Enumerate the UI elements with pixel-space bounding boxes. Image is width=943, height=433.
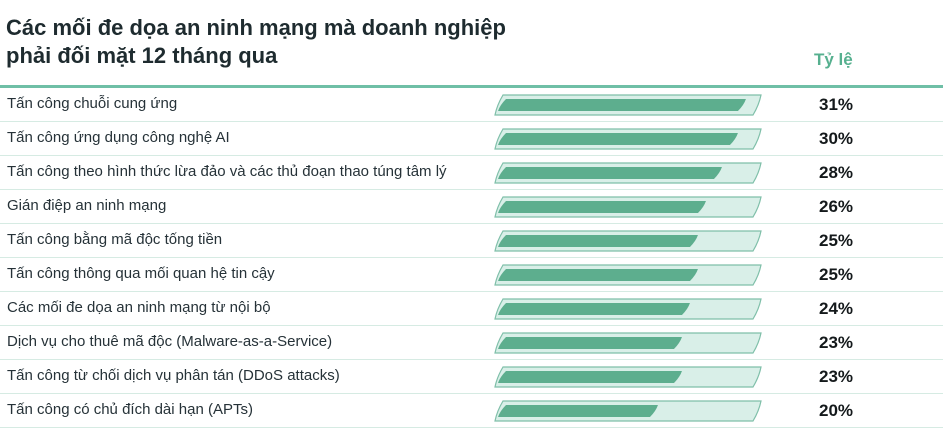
chart-title-line-1: Các mối đe dọa an ninh mạng mà doanh ngh… xyxy=(6,15,506,40)
bar-track xyxy=(494,94,762,116)
table-row: Tấn công chuỗi cung ứng 31% xyxy=(0,88,943,122)
bar-track xyxy=(494,332,762,354)
category-label: Tấn công ứng dụng công nghệ AI xyxy=(7,129,230,146)
table-row: Tấn công ứng dụng công nghệ AI 30% xyxy=(0,122,943,156)
bar-value xyxy=(498,133,738,145)
category-label: Tấn công từ chối dịch vụ phân tán (DDoS … xyxy=(7,367,340,384)
category-label: Gián điệp an ninh mạng xyxy=(7,197,167,214)
bar-value xyxy=(498,269,698,281)
chart-rows: Tấn công chuỗi cung ứng 31% Tấn công ứng d… xyxy=(0,88,943,428)
table-row: Tấn công thông qua mối quan hệ tin cậy 25… xyxy=(0,258,943,292)
bar-svg xyxy=(494,230,762,252)
bar-value xyxy=(498,405,658,417)
category-label: Các mối đe dọa an ninh mạng từ nội bộ xyxy=(7,299,271,316)
bar-svg xyxy=(494,128,762,150)
bar-track xyxy=(494,366,762,388)
table-row: Tấn công bằng mã độc tống tiền 25% xyxy=(0,224,943,258)
table-row: Tấn công từ chối dịch vụ phân tán (DDoS … xyxy=(0,360,943,394)
value-label: 28% xyxy=(819,163,854,182)
table-row: Gián điệp an ninh mạng 26% xyxy=(0,190,943,224)
value-label: 25% xyxy=(819,231,854,250)
value-label: 23% xyxy=(819,367,854,386)
value-label: 20% xyxy=(819,401,854,420)
rate-column-header: Tỷ lệ xyxy=(814,50,853,69)
bar-svg xyxy=(494,298,762,320)
bar-track xyxy=(494,196,762,218)
value-label: 24% xyxy=(819,299,854,318)
bar-value xyxy=(498,371,682,383)
bar-svg xyxy=(494,162,762,184)
bar-svg xyxy=(494,264,762,286)
bar-value xyxy=(498,167,722,179)
table-row: Các mối đe dọa an ninh mạng từ nội bộ 24% xyxy=(0,292,943,326)
category-label: Tấn công chuỗi cung ứng xyxy=(7,95,178,112)
category-label: Tấn công theo hình thức lừa đảo và các t… xyxy=(7,163,447,180)
value-label: 31% xyxy=(819,95,854,114)
value-label: 23% xyxy=(819,333,854,352)
bar-svg xyxy=(494,366,762,388)
bar-track xyxy=(494,128,762,150)
bar-value xyxy=(498,201,706,213)
bar-svg xyxy=(494,94,762,116)
value-label: 25% xyxy=(819,265,854,284)
bar-svg xyxy=(494,332,762,354)
chart-title: Các mối đe dọa an ninh mạng mà doanh ngh… xyxy=(6,14,506,70)
category-label: Tấn công bằng mã độc tống tiền xyxy=(7,231,223,248)
chart-title-line-2: phải đối mặt 12 tháng qua xyxy=(6,43,278,68)
bar-value xyxy=(498,99,746,111)
bar-track xyxy=(494,162,762,184)
table-row: Tấn công có chủ đích dài hạn (APTs) 20% xyxy=(0,394,943,428)
bar-value xyxy=(498,235,698,247)
bar-svg xyxy=(494,400,762,422)
bar-value xyxy=(498,337,682,349)
bar-svg xyxy=(494,196,762,218)
category-label: Tấn công có chủ đích dài hạn (APTs) xyxy=(7,401,253,418)
category-label: Tấn công thông qua mối quan hệ tin cậy xyxy=(7,265,275,282)
header-divider xyxy=(0,85,943,88)
bar-track xyxy=(494,264,762,286)
bar-track xyxy=(494,400,762,422)
table-row: Tấn công theo hình thức lừa đảo và các t… xyxy=(0,156,943,190)
table-row: Dịch vụ cho thuê mã độc (Malware-as-a-Se… xyxy=(0,326,943,360)
value-label: 30% xyxy=(819,129,854,148)
value-label: 26% xyxy=(819,197,854,216)
category-label: Dịch vụ cho thuê mã độc (Malware-as-a-Se… xyxy=(7,333,333,350)
bar-value xyxy=(498,303,690,315)
bar-track xyxy=(494,298,762,320)
bar-track xyxy=(494,230,762,252)
